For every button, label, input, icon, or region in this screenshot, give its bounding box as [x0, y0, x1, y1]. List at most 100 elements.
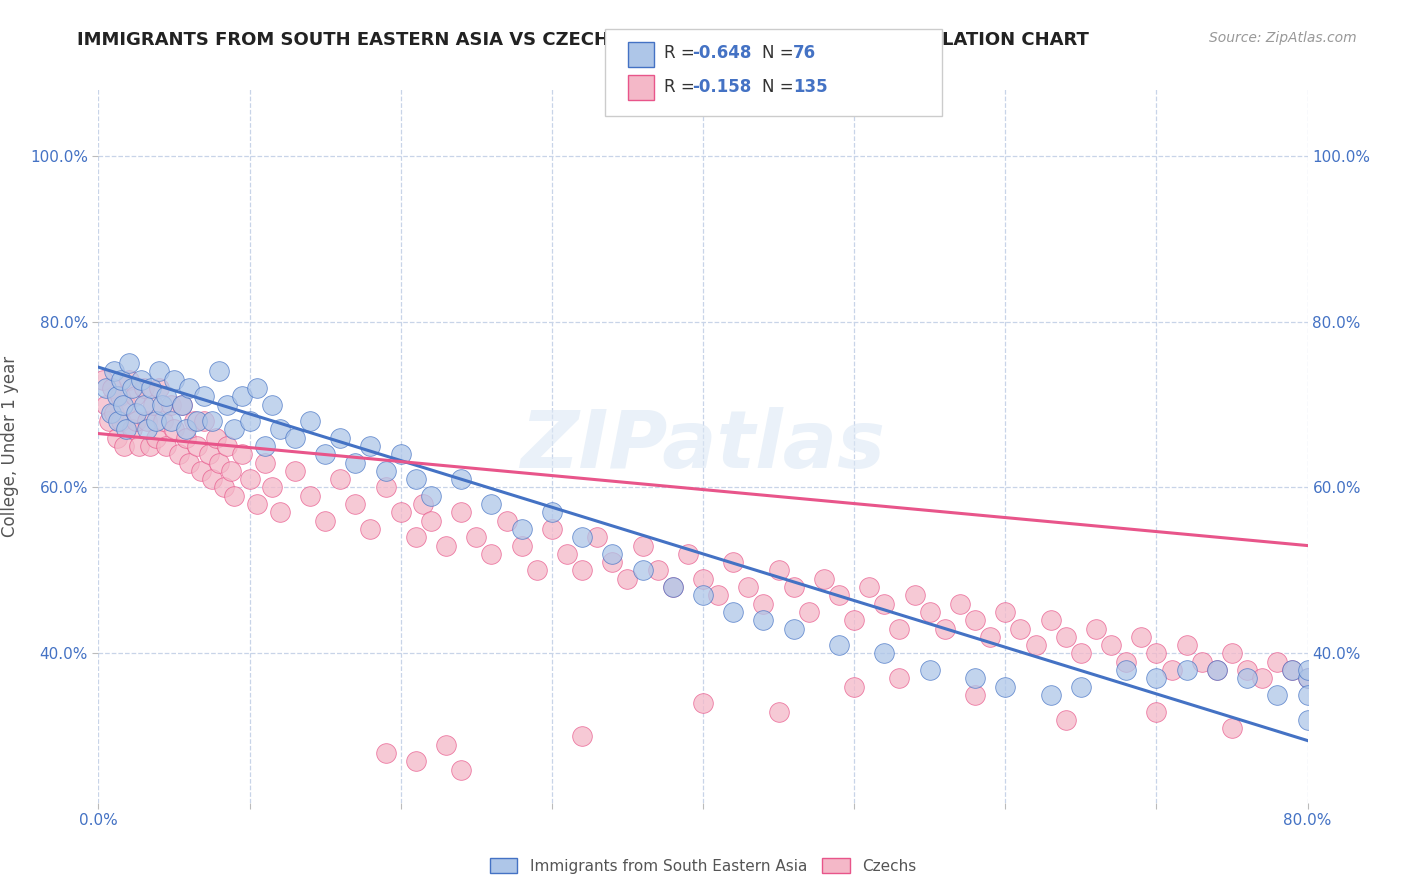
- Point: [934, 622, 956, 636]
- Point: [450, 472, 472, 486]
- Point: [1267, 688, 1289, 702]
- Text: 76: 76: [793, 44, 815, 62]
- Point: [1054, 630, 1077, 644]
- Point: [139, 439, 162, 453]
- Point: [526, 564, 548, 578]
- Point: [98, 414, 121, 428]
- Point: [1144, 671, 1167, 685]
- Point: [160, 397, 183, 411]
- Point: [239, 472, 262, 486]
- Point: [858, 580, 880, 594]
- Point: [405, 472, 427, 486]
- Point: [1341, 680, 1364, 694]
- Point: [121, 422, 143, 436]
- Point: [1281, 663, 1303, 677]
- Point: [284, 431, 307, 445]
- Point: [602, 547, 624, 561]
- Point: [420, 514, 443, 528]
- Point: [107, 414, 129, 428]
- Point: [253, 439, 276, 453]
- Point: [465, 530, 488, 544]
- Y-axis label: College, Under 1 year: College, Under 1 year: [1, 355, 18, 537]
- Point: [1267, 655, 1289, 669]
- Point: [510, 539, 533, 553]
- Point: [329, 431, 352, 445]
- Point: [1160, 663, 1182, 677]
- Point: [481, 497, 503, 511]
- Point: [148, 381, 170, 395]
- Point: [145, 414, 167, 428]
- Point: [1372, 680, 1395, 694]
- Point: [208, 364, 231, 378]
- Point: [692, 696, 714, 710]
- Point: [1296, 671, 1319, 685]
- Point: [253, 456, 276, 470]
- Point: [174, 431, 197, 445]
- Point: [118, 356, 141, 370]
- Point: [121, 381, 143, 395]
- Point: [145, 431, 167, 445]
- Point: [405, 530, 427, 544]
- Point: [299, 489, 322, 503]
- Point: [434, 738, 457, 752]
- Point: [125, 414, 148, 428]
- Point: [965, 613, 987, 627]
- Point: [389, 505, 412, 519]
- Point: [1357, 663, 1379, 677]
- Point: [118, 373, 141, 387]
- Text: Source: ZipAtlas.com: Source: ZipAtlas.com: [1209, 31, 1357, 45]
- Point: [186, 439, 208, 453]
- Point: [752, 597, 775, 611]
- Point: [1327, 663, 1350, 677]
- Point: [374, 481, 396, 495]
- Point: [125, 406, 148, 420]
- Point: [269, 505, 291, 519]
- Point: [201, 472, 224, 486]
- Point: [994, 680, 1017, 694]
- Point: [707, 588, 730, 602]
- Point: [434, 539, 457, 553]
- Point: [412, 497, 434, 511]
- Point: [246, 497, 269, 511]
- Point: [949, 597, 972, 611]
- Point: [994, 605, 1017, 619]
- Point: [132, 381, 155, 395]
- Point: [329, 472, 352, 486]
- Point: [163, 422, 186, 436]
- Point: [186, 414, 208, 428]
- Point: [197, 447, 219, 461]
- Point: [979, 630, 1001, 644]
- Point: [1039, 613, 1062, 627]
- Point: [783, 622, 806, 636]
- Point: [128, 439, 150, 453]
- Point: [132, 397, 155, 411]
- Point: [314, 514, 336, 528]
- Point: [389, 447, 412, 461]
- Point: [94, 381, 117, 395]
- Point: [571, 530, 593, 544]
- Point: [150, 397, 173, 411]
- Point: [661, 580, 683, 594]
- Point: [481, 547, 503, 561]
- Point: [768, 564, 790, 578]
- Point: [676, 547, 699, 561]
- Point: [174, 422, 197, 436]
- Point: [1099, 638, 1122, 652]
- Point: [540, 505, 562, 519]
- Point: [231, 389, 253, 403]
- Point: [215, 397, 238, 411]
- Point: [1206, 663, 1229, 677]
- Point: [103, 406, 125, 420]
- Point: [1296, 671, 1319, 685]
- Text: IMMIGRANTS FROM SOUTH EASTERN ASIA VS CZECH COLLEGE, UNDER 1 YEAR CORRELATION CH: IMMIGRANTS FROM SOUTH EASTERN ASIA VS CZ…: [77, 31, 1090, 49]
- Point: [797, 605, 820, 619]
- Point: [647, 564, 669, 578]
- Point: [111, 397, 134, 411]
- Point: [602, 555, 624, 569]
- Point: [1054, 713, 1077, 727]
- Point: [1296, 663, 1319, 677]
- Point: [114, 397, 136, 411]
- Point: [170, 397, 193, 411]
- Point: [873, 647, 896, 661]
- Point: [1175, 663, 1198, 677]
